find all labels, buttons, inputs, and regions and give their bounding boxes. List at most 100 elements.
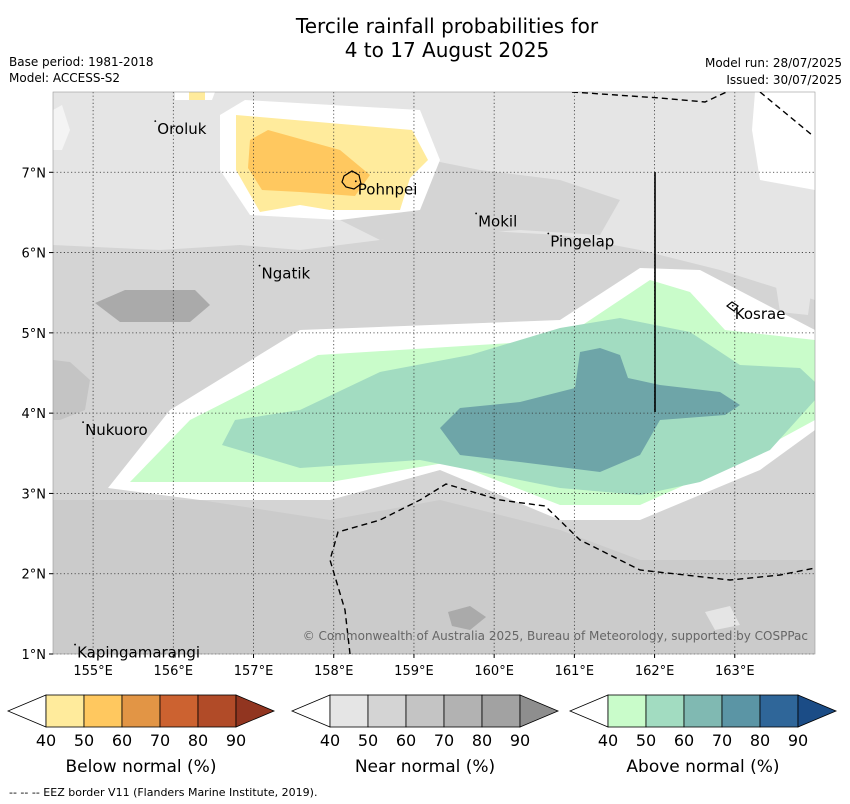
legend-2: 40 50 60 70 80 90 Above normal (%) [568,694,838,777]
lat-tick-label: 5°N [22,327,47,342]
lat-tick-label: 2°N [22,568,47,583]
legend-tick-label: 90 [226,731,246,750]
legend-tick-label: 60 [112,731,132,750]
island-label-pingelap: Pingelap [550,233,614,251]
legend-tick-label: 40 [598,731,618,750]
island-label-mokil: Mokil [478,212,517,230]
lat-tick-label: 7°N [22,166,47,181]
near-normal-40-east [775,268,812,315]
model-name: Model: ACCESS-S2 [9,71,121,85]
legend-right-extend [235,694,276,728]
model-run: Model run: 28/07/2025 [704,56,842,70]
legend-tick-label: 60 [396,731,416,750]
legend-right-extend [797,694,838,728]
below-normal-40-small [189,92,205,100]
legend-left-extend [568,694,609,728]
lon-tick-label: 161°E [555,664,595,679]
halo-east [752,92,815,190]
island-label-kosrae: Kosrae [735,305,786,323]
island-marker [82,421,84,424]
lon-tick-label: 162°E [635,664,675,679]
issued-date: Issued: 30/07/2025 [726,73,842,87]
legend-tick-label: 70 [712,731,732,750]
legend-tick-label: 50 [636,731,656,750]
legend-swatch [45,694,85,728]
legend-tick-label: 90 [510,731,530,750]
legend-tick-label: 70 [150,731,170,750]
near-normal-40-small [705,606,740,630]
legend-swatch [607,694,647,728]
legend-swatch [329,694,369,728]
title-line-1: Tercile rainfall probabilities for [295,14,599,38]
legend-title: Below normal (%) [66,757,217,777]
legend-swatch [481,694,521,728]
island-labels: Oroluk Pohnpei Mokil Pingelap Ngatik Kosrae Nu… [74,120,786,662]
lon-tick-label: 160°E [474,664,514,679]
legend-swatch [197,694,237,728]
island-label-kapingamarangi: Kapingamarangi [77,644,200,662]
title-line-2: 4 to 17 August 2025 [344,38,550,62]
kosrae-outline [726,301,739,312]
island-marker [475,212,478,215]
legend-swatch [721,694,761,728]
island-label-pohnpei: Pohnpei [358,180,418,198]
legend-title: Above normal (%) [626,757,779,777]
latitude-tick-labels: 7°N 6°N 5°N 4°N 3°N 2°N 1°N [22,166,53,663]
legend-swatch [367,694,407,728]
map-frame [52,91,816,655]
island-marker [154,120,157,123]
eez-border-south [329,483,815,654]
legend-swatch [645,694,685,728]
lon-tick-label: 163°E [715,664,755,679]
near-normal-70-patch [95,290,210,322]
island-label-ngatik: Ngatik [262,265,311,283]
legend-swatch [159,694,199,728]
lon-tick-label: 156°E [154,664,194,679]
island-marker [731,304,734,307]
legend-tick-label: 50 [358,731,378,750]
above-normal-60 [440,348,740,472]
legend-swatch [83,694,123,728]
legend-swatch [121,694,161,728]
legend-tick-label: 80 [472,731,492,750]
legend-swatch [683,694,723,728]
legend-tick-label: 80 [188,731,208,750]
near-normal-70-small [448,606,486,630]
lon-tick-label: 157°E [234,664,274,679]
lon-tick-label: 159°E [394,664,434,679]
island-marker [74,643,76,646]
legend-swatch [405,694,445,728]
lat-tick-label: 4°N [22,407,47,422]
legend-tick-label: 70 [434,731,454,750]
island-marker [354,180,357,183]
lon-tick-label: 158°E [314,664,354,679]
island-marker [258,264,261,267]
near-normal-60-west [53,360,90,420]
eez-footnote: -- -- -- EEZ border V11 (Flanders Marine… [9,786,318,799]
eez-border-northeast [759,92,813,136]
island-marker [547,232,550,235]
probability-contours [53,92,815,654]
legend-title: Near normal (%) [355,757,495,777]
legend-tick-label: 40 [320,731,340,750]
legend-left-extend [290,694,331,728]
pohnpei-outline [341,170,362,190]
legend-tick-label: 50 [74,731,94,750]
lon-tick-label: 155°E [73,664,113,679]
copyright-text: © Commonwealth of Australia 2025, Bureau… [303,629,808,643]
longitude-tick-labels: 155°E 156°E 157°E 158°E 159°E 160°E 161°E 162°E… [73,654,755,679]
colorbar-legends: 40 50 60 70 80 90 Below normal (%) 40 50 60 70 80 90… [6,694,838,777]
legend-right-extend [519,694,560,728]
legend-tick-label: 80 [750,731,770,750]
island-label-oroluk: Oroluk [157,120,206,138]
below-normal-50 [248,130,370,196]
halo-west [53,105,70,150]
legend-tick-label: 60 [674,731,694,750]
base-period: Base period: 1981-2018 [9,55,154,69]
island-label-nukuoro: Nukuoro [85,421,148,439]
lat-tick-label: 1°N [22,648,47,663]
eez-borders [329,92,815,654]
eez-border-north [571,92,729,103]
near-normal-60-south [53,500,815,654]
